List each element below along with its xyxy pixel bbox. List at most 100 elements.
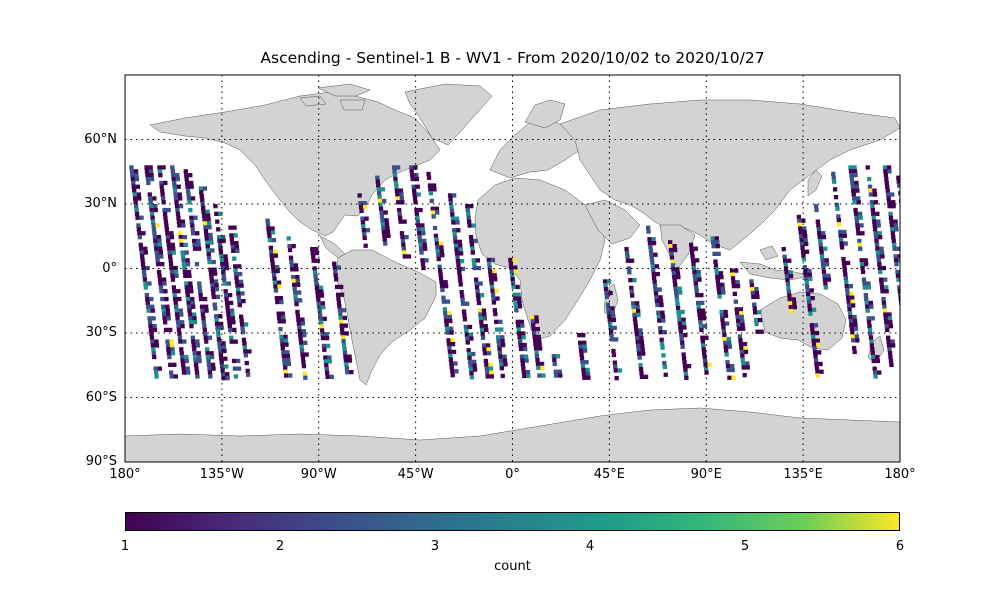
swath-cell [652, 275, 657, 281]
swath-cell [603, 287, 609, 292]
swath-cell [450, 369, 455, 374]
swath-cell [683, 367, 688, 373]
swath-cell [460, 297, 465, 302]
swath-cell [270, 226, 275, 231]
swath-cell [198, 186, 203, 191]
swath-cell [788, 301, 793, 306]
swath-cell [466, 215, 471, 220]
swath-cell [194, 370, 200, 375]
swath-cell [169, 235, 175, 240]
swath-cell [466, 211, 471, 216]
swath-cell [206, 358, 211, 364]
swath-cell [467, 359, 473, 364]
swath-cell [271, 268, 276, 274]
swath-cell [905, 347, 909, 351]
swath-cell [450, 212, 455, 217]
swath-cell [191, 339, 196, 344]
swath-cell [365, 228, 371, 233]
swath-cell [841, 256, 846, 262]
swath-cell [219, 325, 224, 330]
swath-cell [631, 308, 637, 314]
swath-cell [152, 235, 157, 240]
swath-cell [718, 271, 724, 276]
swath-cell [694, 289, 699, 294]
swath-cell [886, 165, 892, 170]
swath-cell [375, 175, 380, 180]
swath-cell [888, 211, 893, 216]
swath-cell [324, 367, 329, 372]
swath-cell [295, 313, 301, 318]
swath-cell [158, 173, 163, 178]
swath-cell [201, 320, 206, 325]
swath-cell [417, 231, 422, 236]
swath-cell [736, 326, 742, 331]
swath-cell [165, 343, 171, 348]
swath-cell [626, 266, 632, 271]
swath-cell [452, 231, 457, 237]
swath-cell [721, 290, 726, 295]
swath-cell [178, 231, 183, 236]
swath-cell [426, 175, 432, 180]
swath-cell [805, 284, 810, 289]
swath-cell [385, 225, 390, 231]
swath-cell [273, 253, 278, 258]
swath-cell [578, 344, 583, 349]
swath-cell [883, 173, 888, 178]
swath-cell [730, 367, 735, 373]
swath-cell [182, 339, 187, 344]
swath-cell [441, 299, 446, 304]
swath-cell [720, 286, 725, 291]
swath-cell [197, 246, 202, 251]
swath-cell [146, 304, 151, 309]
swath-cell [888, 215, 894, 220]
swath-cell [833, 195, 839, 200]
swath-cell [322, 316, 327, 321]
swath-cell [907, 269, 911, 273]
swath-cell [221, 273, 226, 278]
swath-cell [167, 250, 172, 255]
swath-cell [704, 335, 709, 340]
swath-cell [607, 279, 612, 284]
swath-cell [300, 352, 305, 357]
swath-cell [799, 241, 805, 247]
swath-cell [180, 320, 185, 325]
swath-cell [174, 273, 179, 278]
swath-cell [210, 362, 216, 367]
swath-cell [878, 235, 883, 240]
swath-cell [715, 244, 720, 249]
swath-cell [154, 370, 159, 375]
swath-cell [884, 176, 889, 182]
swath-cell [578, 348, 584, 353]
swath-cell [677, 321, 682, 326]
swath-cell [521, 335, 526, 340]
swath-cell [176, 215, 181, 220]
swath-cell [294, 267, 299, 272]
swath-cell [288, 255, 294, 260]
swath-cell [438, 241, 444, 246]
swath-cell [184, 354, 189, 360]
swath-cell [401, 242, 406, 247]
swath-cell [912, 370, 916, 374]
swath-cell [294, 302, 299, 307]
swath-cell [217, 341, 222, 346]
swath-cell [271, 238, 277, 243]
swath-cell [145, 173, 150, 178]
swath-cell [318, 316, 323, 321]
swath-cell [899, 206, 900, 211]
swath-cell [232, 327, 237, 333]
swath-cell [538, 346, 543, 351]
swath-cell [659, 341, 665, 346]
swath-cell [809, 323, 814, 328]
swath-cell [220, 368, 225, 373]
swath-cell [896, 246, 900, 251]
swath-cell [199, 304, 205, 309]
swath-cell [204, 304, 209, 309]
swath-cell [806, 296, 811, 301]
swath-cell [401, 246, 406, 251]
swath-cell [606, 306, 611, 311]
swath-cell [205, 209, 210, 214]
swath-cell [724, 321, 730, 326]
swath-cell [791, 297, 796, 302]
swath-cell [490, 288, 495, 293]
swath-cell [240, 322, 245, 327]
